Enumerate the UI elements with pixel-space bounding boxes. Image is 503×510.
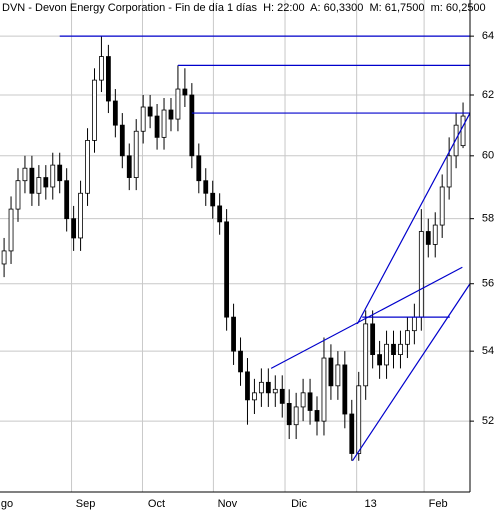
y-tick-label: 52	[482, 415, 494, 427]
candle-body	[154, 115, 160, 138]
candle-body	[92, 79, 97, 141]
candle-body	[335, 364, 341, 387]
candle-body	[279, 388, 285, 404]
candle-body	[231, 316, 236, 352]
candle-body	[377, 354, 382, 366]
x-tick-label: Feb	[429, 498, 448, 510]
candle-body	[356, 385, 362, 454]
candle-body	[15, 180, 21, 210]
candle-body	[272, 388, 278, 394]
candle-body	[168, 109, 174, 120]
candle-body	[119, 124, 125, 157]
candle-body	[126, 155, 132, 178]
x-tick-label: 13	[365, 498, 377, 510]
candle-body	[446, 155, 452, 188]
candle-body	[300, 392, 306, 408]
trend-line	[270, 266, 463, 369]
candle-body	[398, 343, 403, 355]
x-tick-label: Oct	[148, 498, 165, 510]
candle-body	[328, 357, 334, 387]
chart-title: DVN - Devon Energy Corporation - Fin de …	[2, 2, 486, 14]
candle-body	[217, 205, 223, 223]
x-tick-label: go	[1, 498, 13, 510]
candle-body	[342, 364, 348, 415]
candle-body	[182, 88, 188, 96]
candle-body	[29, 167, 35, 194]
candle-body	[210, 192, 216, 207]
y-tick-label: 54	[482, 345, 494, 357]
y-tick-label: 60	[482, 150, 494, 162]
candle-body	[71, 218, 77, 239]
candle-body	[85, 140, 90, 194]
candle-body	[425, 231, 431, 245]
x-tick-label: Nov	[218, 498, 238, 510]
candle-body	[8, 208, 14, 252]
trend-line	[351, 283, 470, 462]
candle-body	[189, 94, 195, 157]
candle-body	[391, 343, 396, 355]
candle-body	[258, 381, 264, 394]
candle-body	[161, 109, 167, 138]
candle-body	[349, 413, 355, 454]
candle-body	[99, 56, 104, 81]
candle-body	[238, 350, 243, 373]
candle-body	[411, 316, 417, 332]
candle-body	[286, 402, 292, 426]
candle-body	[384, 343, 389, 366]
labels-layer: 52 54 56 58 60 62 64 go Sep Oct Nov Dic 13 Feb	[1, 30, 494, 510]
trend-line	[356, 112, 470, 325]
grid-layer	[0, 0, 470, 492]
candle-body	[105, 56, 111, 102]
candle-body	[370, 323, 376, 355]
candle-body	[321, 357, 327, 422]
candle-body	[1, 250, 7, 265]
candle-body	[293, 406, 299, 426]
candle-body	[252, 392, 257, 401]
candle-body	[112, 100, 118, 126]
candle-body	[140, 106, 146, 132]
candle-body	[57, 164, 63, 182]
y-tick-label: 56	[482, 278, 494, 290]
candle-body	[245, 371, 250, 401]
candle-body	[460, 115, 466, 147]
candle-body	[78, 192, 83, 239]
candle-body	[147, 106, 153, 117]
candle-body	[418, 231, 424, 318]
candle-body	[453, 124, 459, 157]
candle-body	[43, 177, 49, 188]
candle-body	[36, 177, 42, 194]
y-tick-label: 64	[482, 30, 494, 42]
candle-body	[196, 155, 202, 182]
candle-body	[314, 410, 320, 422]
y-tick-label: 58	[482, 213, 494, 225]
candle-body	[439, 186, 445, 226]
candle-body	[50, 164, 56, 188]
candle-body	[133, 130, 139, 178]
candle-body	[64, 180, 70, 220]
marks-layer	[1, 35, 470, 462]
candle-body	[224, 221, 230, 318]
candle-body	[175, 88, 181, 120]
x-tick-label: Sep	[76, 498, 96, 510]
candle-body	[432, 224, 438, 245]
candle-body	[307, 392, 313, 411]
y-tick-label: 62	[482, 89, 494, 101]
candle-body	[265, 381, 271, 394]
candle-body	[22, 167, 28, 182]
x-tick-label: Dic	[291, 498, 307, 510]
candle-body	[405, 330, 410, 345]
candle-body	[363, 323, 369, 387]
candle-body	[203, 180, 209, 194]
